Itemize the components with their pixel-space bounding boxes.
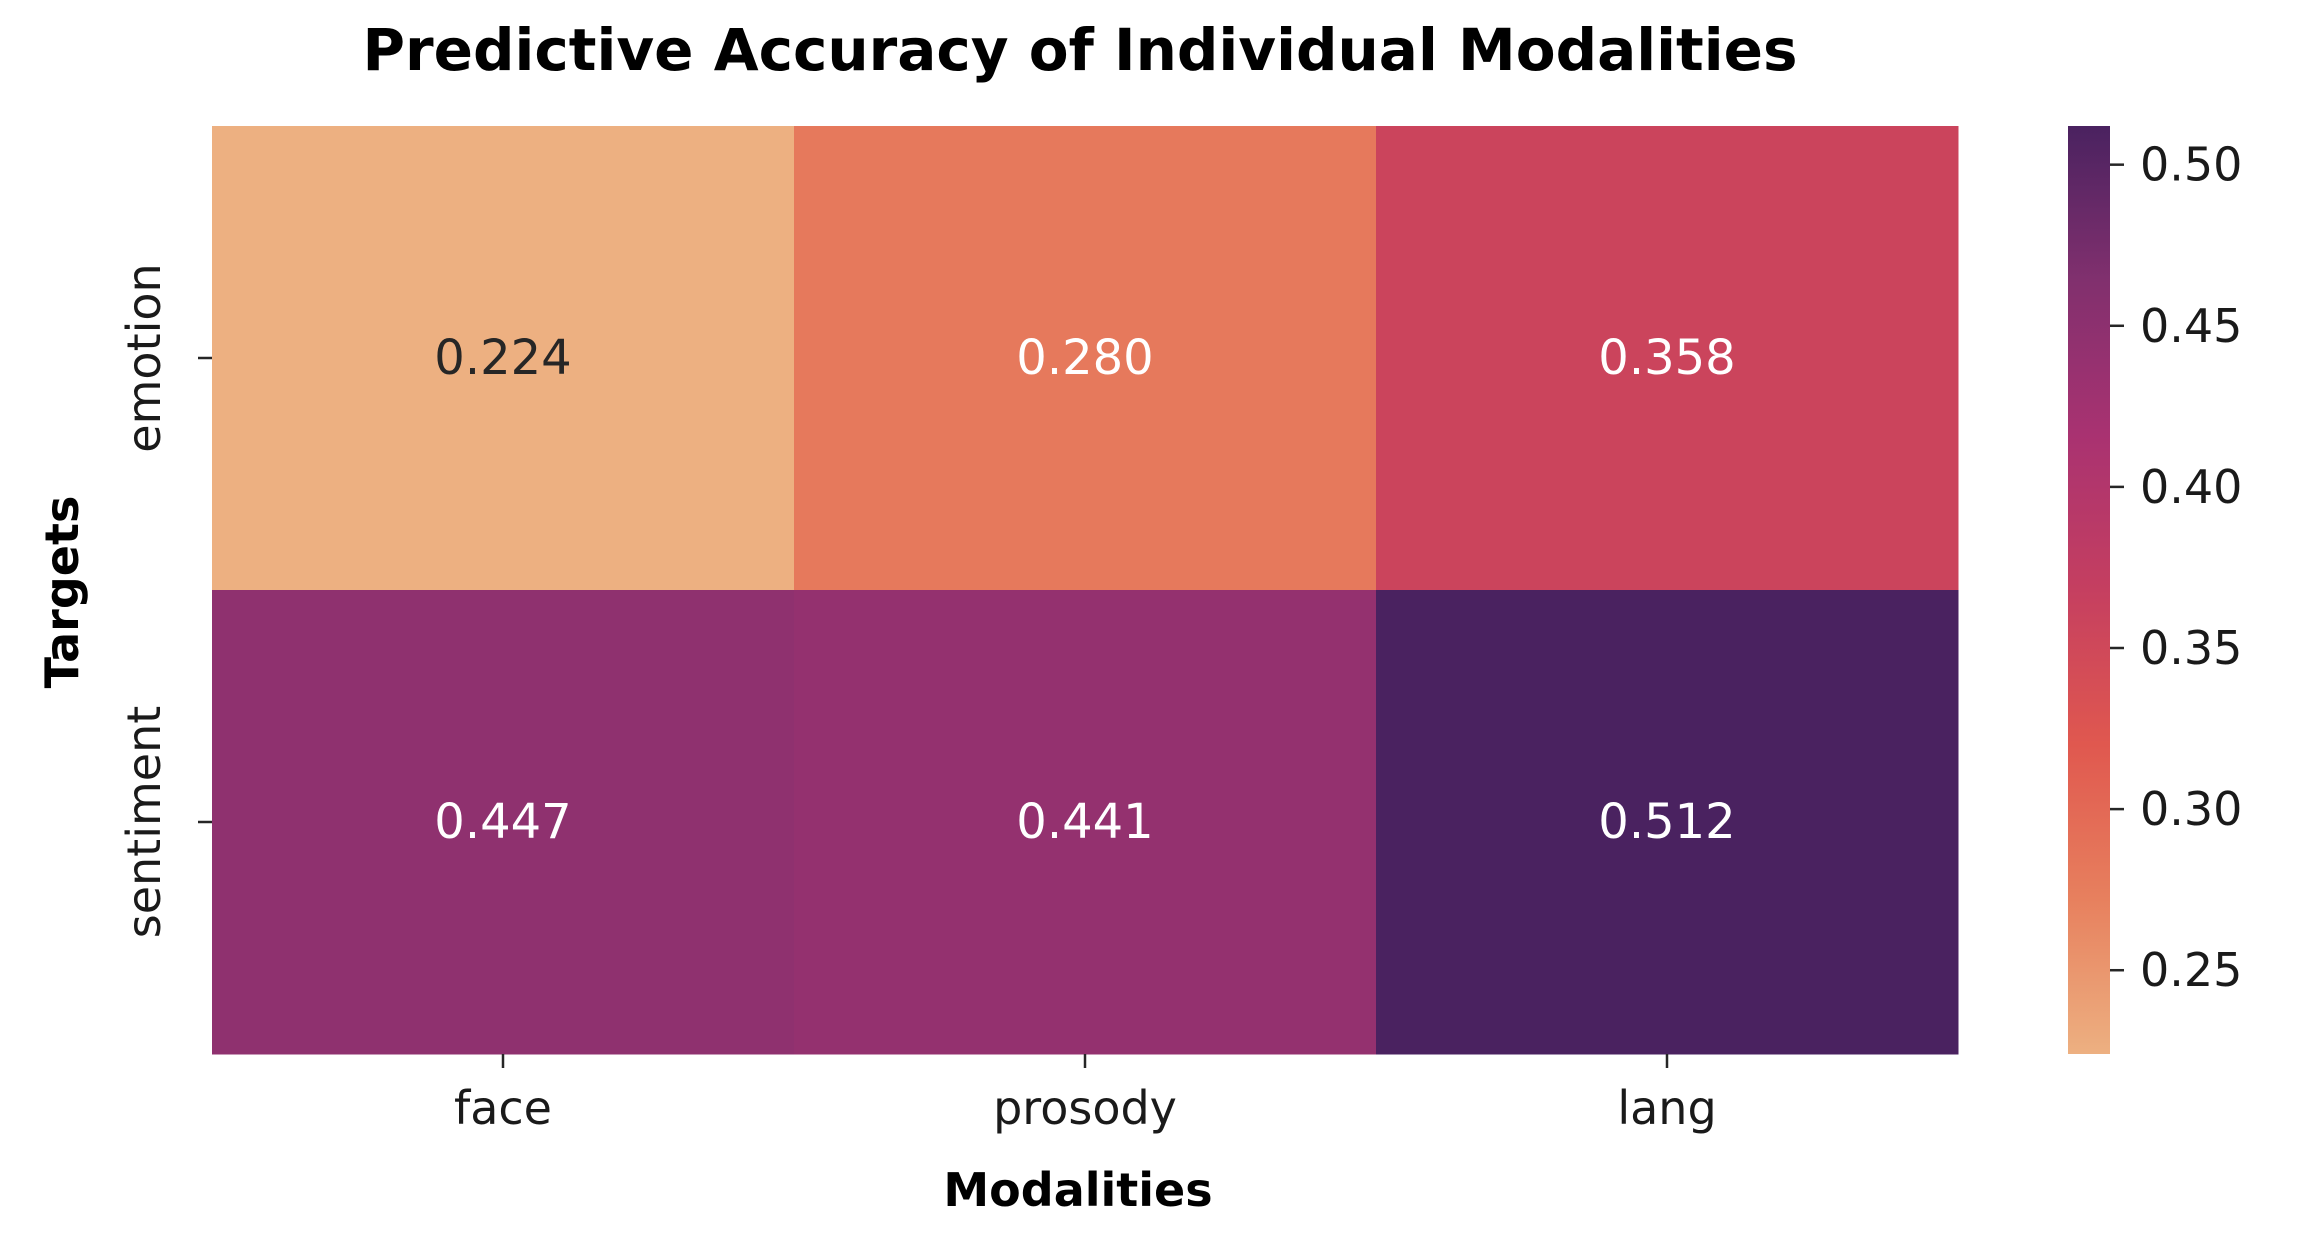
- colorbar-tick-label: 0.50: [2140, 138, 2242, 192]
- colorbar-tick-label: 0.40: [2140, 460, 2242, 514]
- heatmap-cell-label: 0.224: [434, 330, 571, 386]
- heatmap-cell-label: 0.447: [434, 794, 571, 850]
- y-tick-label: emotion: [117, 263, 171, 452]
- heatmap-cell: [212, 590, 795, 1055]
- x-tick-label: prosody: [993, 1081, 1177, 1135]
- heatmap-cell-label: 0.280: [1016, 330, 1153, 386]
- heatmap-cell: [794, 126, 1377, 591]
- colorbar: [2068, 126, 2110, 1054]
- heatmap-cell-labels: 0.224 0.280 0.358 0.447 0.441 0.512: [434, 330, 1735, 850]
- x-tick-label: face: [454, 1081, 552, 1135]
- heatmap-cell-label: 0.358: [1598, 330, 1735, 386]
- heatmap-cell: [1376, 590, 1959, 1055]
- colorbar-tick-label: 0.25: [2140, 943, 2242, 997]
- x-tick-label: lang: [1617, 1081, 1716, 1135]
- y-tick-label: sentiment: [117, 706, 171, 939]
- colorbar-tick-label: 0.45: [2140, 299, 2242, 353]
- colorbar-tick-label: 0.35: [2140, 621, 2242, 675]
- heatmap-cell-label: 0.441: [1016, 794, 1153, 850]
- heatmap-cell: [212, 126, 795, 591]
- heatmap-cells: [212, 126, 1959, 1055]
- chart-title: Predictive Accuracy of Individual Modali…: [363, 16, 1798, 84]
- heatmap-cell: [1376, 126, 1959, 591]
- heatmap-cell: [794, 590, 1377, 1055]
- heatmap-cell-label: 0.512: [1598, 794, 1735, 850]
- colorbar-ticks: 0.25 0.30 0.35 0.40 0.45 0.50: [2110, 138, 2242, 997]
- x-axis-ticks: face prosody lang: [454, 1054, 1717, 1135]
- colorbar-tick-label: 0.30: [2140, 782, 2242, 836]
- x-axis-label: Modalities: [943, 1163, 1212, 1217]
- y-axis-label: Targets: [35, 496, 89, 689]
- y-axis-ticks: emotion sentiment: [117, 263, 212, 938]
